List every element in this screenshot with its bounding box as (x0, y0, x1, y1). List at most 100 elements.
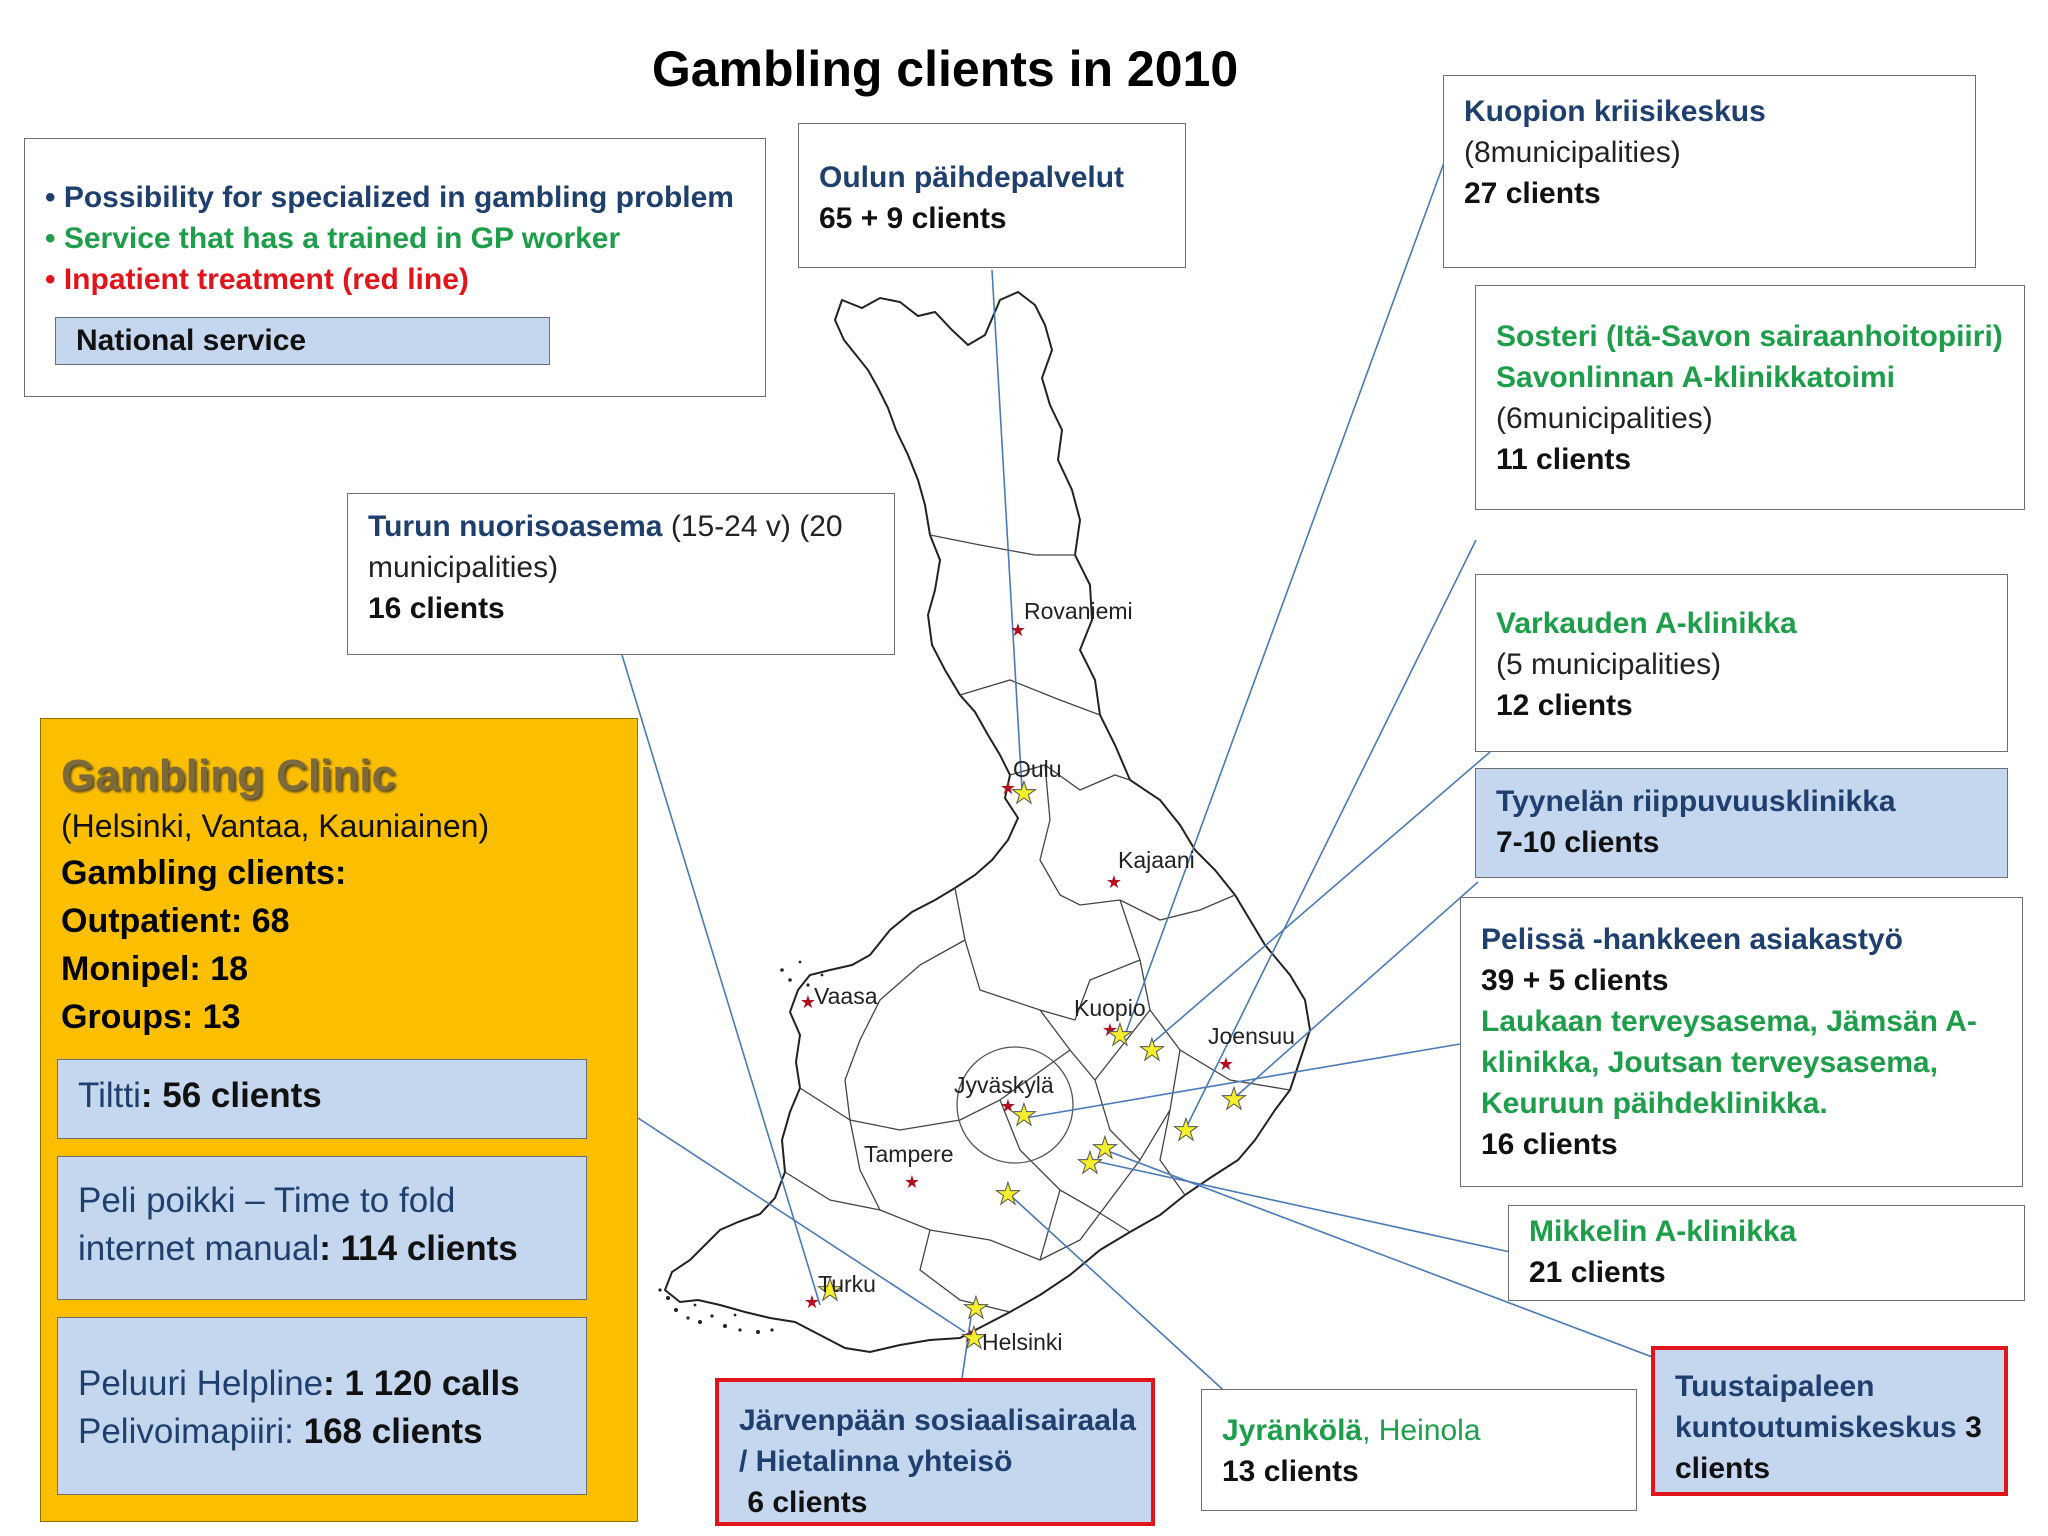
jyrankola-place: , Heinola (1362, 1414, 1481, 1447)
pelissa-count2: 16 clients (1481, 1128, 1618, 1161)
joensuu-star: ★ (1218, 1054, 1234, 1074)
archipelago (658, 960, 824, 1334)
city-label-oulu: Oulu (1013, 756, 1062, 782)
jarvenpaa-count: 6 clients (739, 1486, 868, 1519)
service-star-varkaus: ★ (1173, 1114, 1200, 1147)
gambling-clinic-cities: (Helsinki, Vantaa, Kauniainen) (61, 808, 490, 844)
tiltti-count: : 56 clients (140, 1076, 322, 1115)
service-star-helsinki: ★ (961, 1322, 988, 1355)
pelissa-green2: klinikka, Joutsan terveysasema, (1481, 1046, 1938, 1079)
sosteri-count: 11 clients (1496, 443, 1632, 476)
peli-poikki-box: Peli poikki – Time to fold internet manu… (57, 1156, 587, 1300)
turku-scope: municipalities) (368, 551, 559, 584)
kuopio-box: Kuopion kriisikeskus (8municipalities) 2… (1443, 75, 1976, 268)
service-markers: ★ ★ ★ ★ ★ ★ ★ ★ ★ ★ ★ ★ (816, 777, 1248, 1356)
peli-poikki-count: : 114 clients (319, 1229, 518, 1268)
varkaus-scope: (5 municipalities) (1496, 648, 1722, 681)
legend-national-service-label: National service (76, 324, 307, 357)
oulu-name: Oulun päihdepalvelut (819, 161, 1125, 194)
tampere-star: ★ (904, 1172, 920, 1192)
peluuri-box: Peluuri Helpline: 1 120 calls Pelivoimap… (57, 1317, 587, 1495)
city-label-kajaani: Kajaani (1118, 847, 1195, 873)
service-star-kuopio-1: ★ (1107, 1019, 1134, 1052)
helsinki-star: ★ (962, 1326, 978, 1346)
service-star-joensuu: ★ (1221, 1083, 1248, 1116)
sosteri-line1: Sosteri (Itä-Savon sairaanhoitopiiri) (1496, 320, 2003, 353)
city-label-tampere: Tampere (864, 1141, 953, 1167)
oulu-count: 65 + 9 clients (819, 202, 1007, 235)
legend-item-inpatient: • Inpatient treatment (red line) (45, 263, 469, 296)
jarvenpaa-line2: / Hietalinna yhteisö (739, 1445, 1013, 1478)
turku-box: Turun nuorisoasema (15-24 v) (20 municip… (347, 493, 895, 655)
gambling-clinic-panel: Gambling Clinic (Helsinki, Vantaa, Kauni… (40, 718, 638, 1522)
tiltti-name: Tiltti (78, 1076, 141, 1115)
sosteri-scope: (6municipalities) (1496, 402, 1713, 435)
tuusta-count: 3 (1956, 1411, 1982, 1444)
pelissa-green3: Keuruun päihdeklinikka. (1481, 1087, 1828, 1120)
jyrankola-count: 13 clients (1222, 1455, 1359, 1488)
tiltti-box: Tiltti: 56 clients (57, 1059, 587, 1139)
tyynela-name: Tyynelän riippuvuusklinikka (1496, 785, 1896, 818)
jarvenpaa-line1: Järvenpään sosiaalisairaala (739, 1404, 1136, 1437)
outpatient-count: Outpatient: 68 (61, 902, 290, 940)
service-star-mikkeli-1: ★ (1092, 1132, 1119, 1165)
pelivoimapiiri-name: Pelivoimapiiri: (78, 1412, 294, 1451)
service-star-oulu: ★ (1011, 777, 1038, 810)
gambling-clients-label: Gambling clients: (61, 854, 347, 892)
service-star-turku: ★ (817, 1274, 844, 1307)
pelissa-name: Pelissä -hankkeen asiakastyö (1481, 923, 1903, 956)
service-star-jarvenpaa: ★ (963, 1292, 990, 1325)
service-star-heinola: ★ (995, 1178, 1022, 1211)
finland-outline (663, 290, 1312, 1354)
city-label-kuopio: Kuopio (1074, 995, 1146, 1021)
mikkeli-box: Mikkelin A-klinikka 21 clients (1508, 1205, 2025, 1301)
legend-item-specialized: • Possibility for specialized in gamblin… (45, 181, 734, 214)
peluuri-count: : 1 120 calls (323, 1364, 520, 1403)
peli-poikki-line1: Peli poikki – Time to fold (78, 1181, 456, 1220)
peluuri-name: Peluuri Helpline (78, 1364, 324, 1403)
jyvaskyla-highlight-circle (956, 1046, 1074, 1164)
oulu-star: ★ (1000, 778, 1016, 798)
pelissa-green1: Laukaan terveysasema, Jämsän A- (1481, 1005, 1977, 1038)
legend-box: • Possibility for specialized in gamblin… (24, 138, 766, 397)
tuusta-line1: Tuustaipaleen (1675, 1370, 1875, 1403)
city-markers: ★ ★ ★ ★ ★ ★ ★ ★ ★ ★ (800, 620, 1234, 1346)
tuusta-line2: kuntoutumiskeskus (1675, 1411, 1957, 1444)
tyynela-box: Tyynelän riippuvuusklinikka 7-10 clients (1475, 768, 2008, 878)
legend-national-service: National service (55, 317, 550, 365)
rovaniemi-star: ★ (1010, 620, 1026, 640)
city-label-helsinki: Helsinki (982, 1329, 1063, 1355)
kuopio-name: Kuopion kriisikeskus (1464, 95, 1766, 128)
gambling-clinic-heading: Gambling Clinic (61, 751, 396, 800)
legend-item-trained-gp: • Service that has a trained in GP worke… (45, 222, 621, 255)
tuusta-box: Tuustaipaleen kuntoutumiskeskus 3 client… (1651, 1346, 2008, 1496)
leader-lines (621, 159, 1656, 1399)
city-label-vaasa: Vaasa (814, 983, 878, 1009)
tuusta-line3: clients (1675, 1452, 1771, 1485)
jarvenpaa-box: Järvenpään sosiaalisairaala / Hietalinna… (715, 1378, 1155, 1526)
service-star-jyvaskyla: ★ (1011, 1099, 1038, 1132)
turku-star: ★ (804, 1292, 820, 1312)
kuopio-star: ★ (1102, 1020, 1118, 1040)
tyynela-count: 7-10 clients (1496, 826, 1660, 859)
varkaus-count: 12 clients (1496, 689, 1633, 722)
turku-count: 16 clients (368, 592, 505, 625)
city-label-jyvaskyla: Jyväskylä (954, 1072, 1054, 1098)
turku-age: (15-24 v) (20 (662, 510, 843, 543)
pelivoimapiiri-count: 168 clients (293, 1412, 483, 1451)
oulu-box: Oulun päihdepalvelut 65 + 9 clients (798, 123, 1186, 268)
vaasa-star: ★ (800, 992, 816, 1012)
monipel-count: Monipel: 18 (61, 950, 249, 988)
jyrankola-box: Jyränkölä, Heinola 13 clients (1201, 1389, 1637, 1511)
city-label-joensuu: Joensuu (1208, 1023, 1295, 1049)
pelissa-count1: 39 + 5 clients (1481, 964, 1669, 997)
city-labels: Rovaniemi Oulu Kajaani Vaasa Kuopio Joen… (814, 598, 1295, 1355)
page-title: Gambling clients in 2010 (651, 41, 1239, 97)
jyvaskyla-star: ★ (1000, 1096, 1016, 1116)
groups-count: Groups: 13 (61, 998, 241, 1036)
service-star-mikkeli-2: ★ (1077, 1147, 1104, 1180)
city-label-turku: Turku (818, 1271, 876, 1297)
mikkeli-count: 21 clients (1529, 1256, 1666, 1289)
varkaus-name: Varkauden A-klinikka (1496, 607, 1797, 640)
